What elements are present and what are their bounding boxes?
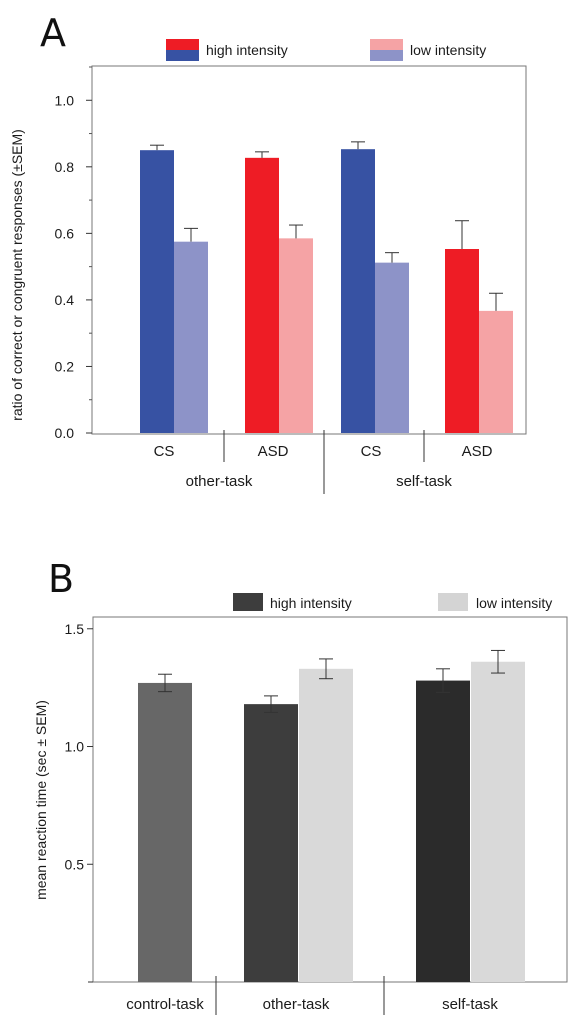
- panel-a-category-label: ASD: [258, 443, 289, 460]
- panel-a-category-label: ASD: [462, 443, 493, 460]
- panel-b-bar: [471, 661, 525, 982]
- panel-a-category-label: CS: [361, 443, 382, 460]
- panel-a-bar: [174, 241, 208, 433]
- panel-b-bar: [138, 682, 192, 982]
- panel-b-y-axis-label: mean reaction time (sec ± SEM): [33, 700, 49, 900]
- panel-b-bar: [299, 668, 353, 982]
- panel-a-bar: [341, 149, 375, 433]
- panel-b-label: B: [48, 557, 74, 601]
- panel-b-y-tick-label: 1.0: [65, 739, 85, 755]
- panel-b-category-label: other-task: [263, 996, 330, 1013]
- panel-a-y-tick-label: 0.8: [55, 159, 75, 175]
- panel-b-y-tick-label: 0.5: [65, 856, 85, 872]
- legend-a-high-label: high intensity: [206, 42, 288, 58]
- legend-b-low-label: low intensity: [476, 595, 552, 611]
- panel-b-category-label: self-task: [442, 996, 498, 1013]
- panel-a-category-label: CS: [154, 443, 175, 460]
- legend-a-low-swatch-pink: [370, 39, 403, 50]
- panel-b-y-tick-label: 1.5: [65, 621, 85, 637]
- panel-a-bar: [479, 310, 513, 433]
- panel-a: A ratio of correct or congruent response…: [9, 11, 527, 494]
- legend-b-high-swatch: [233, 593, 263, 611]
- legend-b-high-label: high intensity: [270, 595, 352, 611]
- panel-a-y-tick-label: 0.2: [55, 358, 75, 374]
- panel-b-bar: [416, 680, 470, 982]
- panel-b-category-label: control-task: [126, 996, 204, 1013]
- panel-a-plot-frame: [91, 65, 527, 435]
- panel-a-bars: [140, 141, 513, 434]
- legend-a-low-label: low intensity: [410, 42, 486, 58]
- panel-a-bar: [245, 157, 279, 434]
- panel-a-y-tick-label: 0.6: [55, 225, 75, 241]
- panel-a-label: A: [40, 11, 66, 55]
- panel-b-bars: [138, 649, 525, 982]
- panel-a-bar: [445, 249, 479, 433]
- legend-a-low-swatch-lavender: [370, 50, 403, 61]
- legend-a-high-swatch-blue: [166, 50, 199, 61]
- panel-a-y-ticks: 0.0 0.2 0.4 0.6 0.8 1.0: [55, 66, 92, 441]
- panel-a-group-label: self-task: [396, 473, 452, 490]
- panel-a-bar: [279, 238, 313, 433]
- panel-a-bar: [375, 262, 409, 433]
- panel-a-y-tick-label: 0.0: [55, 425, 75, 441]
- panel-a-y-tick-label: 0.4: [55, 292, 75, 308]
- panel-b-bar: [244, 704, 298, 982]
- panel-a-group-label: other-task: [186, 473, 253, 490]
- panel-b-y-ticks: 0.5 1.0 1.5: [65, 621, 93, 872]
- panel-a-bar: [140, 150, 174, 433]
- panel-a-y-axis-label: ratio of correct or congruent responses …: [9, 129, 25, 421]
- legend-a-high-swatch-red: [166, 39, 199, 50]
- panel-b: B mean reaction time (sec ± SEM) high in…: [33, 557, 568, 1015]
- legend-b-low-swatch: [438, 593, 468, 611]
- panel-a-y-tick-label: 1.0: [55, 92, 75, 108]
